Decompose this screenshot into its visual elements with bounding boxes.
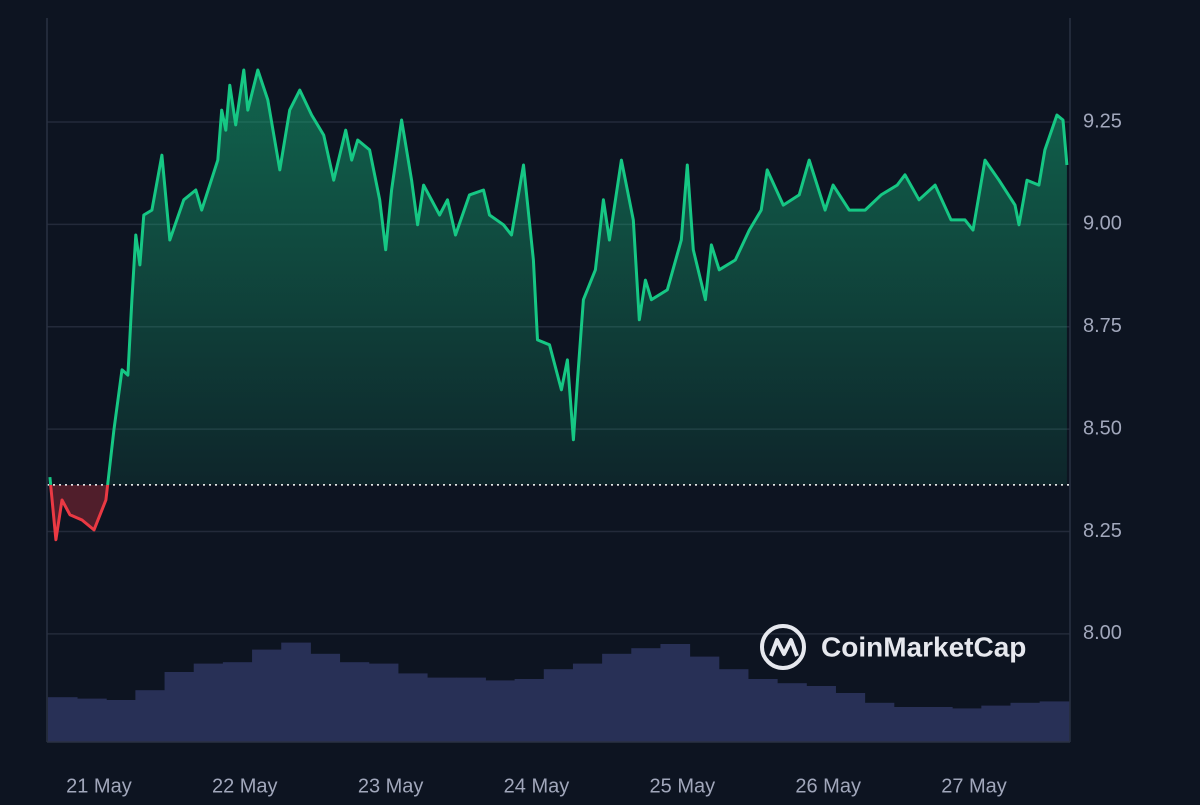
x-tick-label: 24 May xyxy=(504,775,570,797)
volume-bar xyxy=(397,673,428,742)
x-tick-label: 26 May xyxy=(795,775,861,797)
volume-bar xyxy=(1039,701,1070,742)
volume-bar xyxy=(572,663,603,742)
watermark-text: CoinMarketCap xyxy=(821,631,1026,662)
volume-bar xyxy=(193,663,224,742)
volume-bar xyxy=(368,663,399,742)
y-tick-label: 8.25 xyxy=(1083,520,1122,542)
volume-bar xyxy=(135,690,166,742)
volume-bar xyxy=(47,697,78,742)
area-up xyxy=(49,70,1067,485)
price xyxy=(47,68,1070,542)
y-tick-label: 8.00 xyxy=(1083,622,1122,644)
x-tick-label: 27 May xyxy=(941,775,1007,797)
volume-bar xyxy=(77,698,107,742)
volume-bar xyxy=(281,642,311,742)
volume-bar xyxy=(514,679,545,742)
volume-bar xyxy=(631,648,661,742)
y-tick-label: 9.00 xyxy=(1083,213,1122,235)
volume xyxy=(47,642,1070,742)
volume-bar xyxy=(164,672,195,742)
volume-bar xyxy=(106,700,136,742)
price-line-up xyxy=(48,68,1069,485)
x-tick-label: 21 May xyxy=(66,775,132,797)
volume-bar xyxy=(952,708,982,742)
watermark: CoinMarketCap xyxy=(760,624,1026,670)
y-tick-label: 9.25 xyxy=(1083,110,1122,132)
volume-bar xyxy=(922,707,953,742)
volume-bar xyxy=(981,705,1011,742)
volume-bar xyxy=(310,653,341,742)
volume-bar xyxy=(222,662,253,742)
volume-bar xyxy=(1010,702,1041,742)
x-tick-label: 23 May xyxy=(358,775,424,797)
volume-bar xyxy=(660,644,691,742)
logo-ring xyxy=(760,624,806,670)
volume-bar xyxy=(602,653,632,742)
volume-bar xyxy=(456,677,486,742)
volume-bar xyxy=(485,680,516,742)
y-tick-label: 8.75 xyxy=(1083,315,1122,337)
volume-bar xyxy=(718,669,749,742)
logo-mark xyxy=(769,638,799,657)
volume-bar xyxy=(543,669,574,742)
volume-bar xyxy=(747,679,778,742)
volume-bar xyxy=(864,702,895,742)
volume-bar xyxy=(427,677,457,742)
volume-bar xyxy=(689,656,720,742)
volume-bar xyxy=(806,686,836,742)
x-tick-label: 25 May xyxy=(650,775,716,797)
volume-bar xyxy=(835,693,866,742)
volume-bar xyxy=(252,649,282,742)
volume-bar xyxy=(777,683,807,742)
volume-bar xyxy=(893,707,924,742)
volume-bar xyxy=(339,662,370,742)
x-tick-label: 22 May xyxy=(212,775,278,797)
y-tick-label: 8.50 xyxy=(1083,417,1122,439)
